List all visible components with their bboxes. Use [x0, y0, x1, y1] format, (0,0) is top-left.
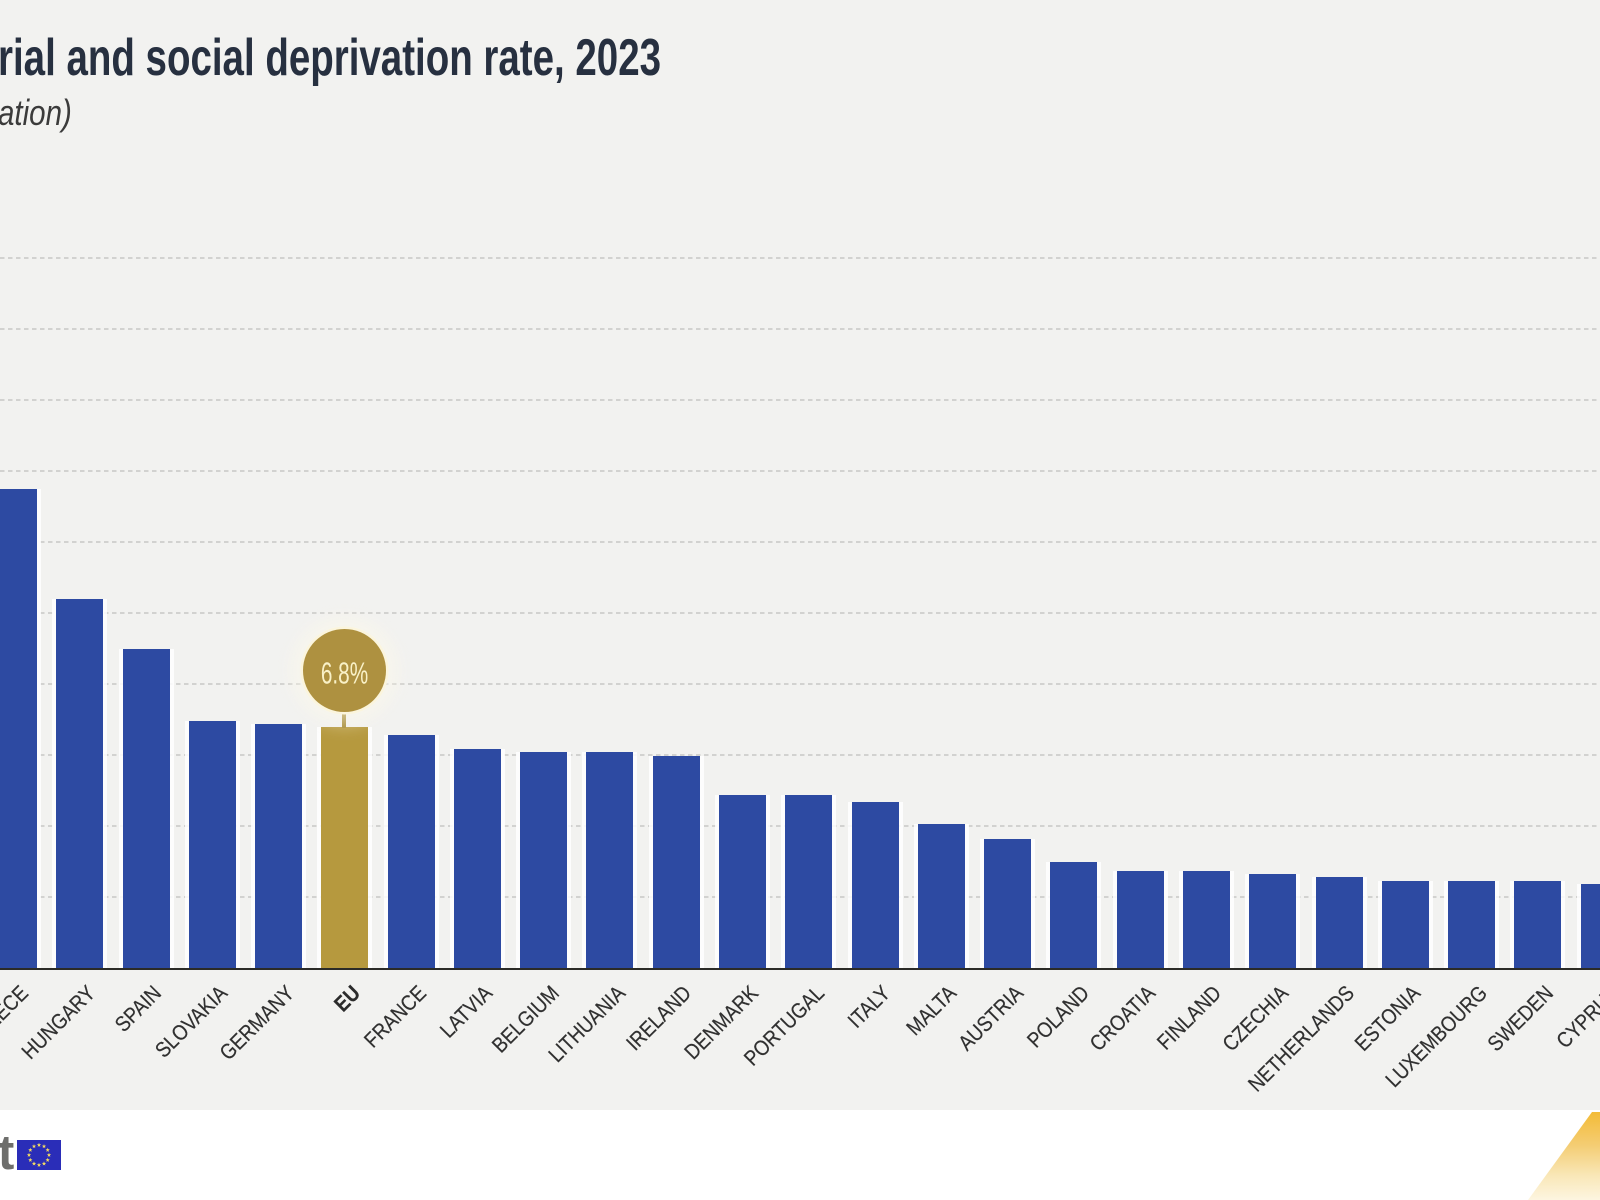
- svg-text:6.8%: 6.8%: [321, 655, 368, 690]
